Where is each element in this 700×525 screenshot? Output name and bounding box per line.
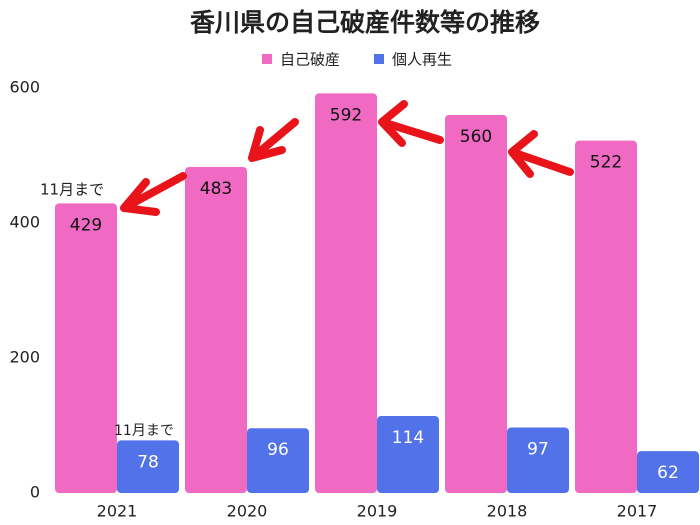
value-label: 483 [200, 179, 232, 199]
bar [55, 203, 117, 494]
legend-label: 自己破産 [280, 51, 340, 69]
bar [315, 93, 377, 494]
arrow [378, 100, 444, 147]
x-tick-label: 2021 [97, 502, 138, 521]
bar [637, 451, 699, 493]
annotation: 11月まで [40, 181, 104, 199]
x-tick-label: 2017 [617, 502, 658, 521]
arrow [508, 130, 574, 178]
legend: 自己破産 個人再生 [262, 51, 452, 69]
arrows [120, 100, 574, 216]
value-label: 560 [460, 127, 492, 147]
x-tick-label: 2019 [357, 502, 398, 521]
value-label: 97 [527, 440, 549, 460]
value-label: 592 [330, 105, 362, 125]
value-label: 114 [392, 428, 424, 448]
y-tick-label: 0 [30, 483, 40, 502]
chart-title: 香川県の自己破産件数等の推移 [190, 8, 540, 37]
y-tick-label: 400 [9, 213, 40, 232]
value-label: 429 [70, 215, 102, 235]
legend-swatch [262, 54, 272, 64]
bar [247, 428, 309, 493]
bar [445, 115, 507, 493]
bar [507, 427, 569, 493]
arrow [248, 118, 299, 162]
x-tick-label: 2018 [487, 502, 528, 521]
plot: 0 200 400 600 2021 429 78 2020 483 96 2019 592 114 20… [9, 78, 699, 521]
y-tick-label: 600 [9, 78, 40, 97]
bar [377, 416, 439, 493]
value-label: 96 [267, 440, 289, 460]
bar [575, 140, 637, 493]
value-label: 78 [137, 452, 159, 472]
bar [185, 166, 247, 493]
arrow [120, 172, 187, 216]
value-label: 62 [657, 463, 679, 483]
bar [117, 440, 179, 493]
value-label: 522 [590, 153, 622, 173]
x-tick-label: 2020 [227, 502, 268, 521]
legend-swatch [374, 54, 384, 64]
annotation: 11月まで [114, 423, 174, 439]
legend-label: 個人再生 [392, 51, 452, 69]
y-tick-label: 200 [9, 348, 40, 367]
